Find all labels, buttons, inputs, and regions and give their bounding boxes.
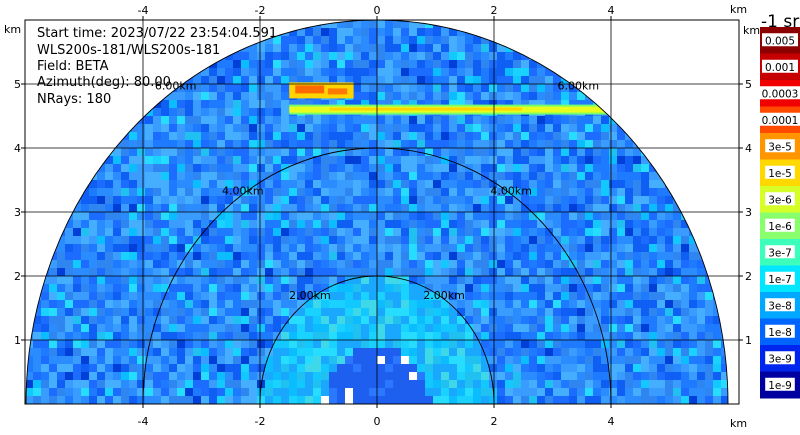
- x-tick-label: 2: [491, 415, 498, 428]
- range-ring-label: 4.00km: [222, 184, 264, 197]
- range-ring: [142, 147, 612, 404]
- y-unit-label-right: km: [743, 24, 760, 37]
- x-tick-label: 0: [374, 415, 381, 428]
- y-tick-label-left: 1: [14, 334, 21, 347]
- x-tick-label: -2: [255, 4, 266, 17]
- start-time-text: Start time: 2023/07/22 23:54:04.591: [37, 26, 278, 41]
- azimuth-text: Azimuth(deg): 80.00: [37, 75, 171, 90]
- y-tick-label-left: 5: [14, 78, 21, 91]
- range-rings: 2.00km 2.00km 4.00km 4.00km 6.00km 6.00km: [25, 20, 729, 404]
- y-tick-label-right: 1: [745, 334, 752, 347]
- range-ring-label: 2.00km: [289, 289, 331, 302]
- backscatter-cells: [26, 20, 728, 404]
- range-ring: [25, 20, 729, 404]
- range-ring-label: 4.00km: [490, 184, 532, 197]
- instrument-text: WLS200s-181/WLS200s-181: [37, 43, 221, 58]
- x-tick-label: 4: [608, 4, 615, 17]
- y-tick-label-left: 4: [14, 142, 21, 155]
- range-ring: [259, 275, 495, 404]
- x-tick-label: -2: [255, 415, 266, 428]
- x-tick-label: 0: [374, 4, 381, 17]
- x-unit-label-bottom: km: [730, 417, 747, 430]
- y-tick-label-right: 5: [745, 78, 752, 91]
- x-tick-label: -4: [138, 415, 149, 428]
- x-tick-label: -4: [138, 4, 149, 17]
- y-tick-label-right: 3: [745, 206, 752, 219]
- y-tick-label-left: 3: [14, 206, 21, 219]
- axis-ticks: -4 -4 -2 -2 0 0 2 2 4 4 1 1 2 2 3 3 4 4 5 5 km km km km: [4, 3, 760, 430]
- x-tick-label: 4: [608, 415, 615, 428]
- y-tick-label-left: 2: [14, 270, 21, 283]
- range-ring-label: 6.00km: [155, 79, 197, 92]
- nrays-text: NRays: 180: [37, 92, 112, 107]
- range-ring-label: 6.00km: [558, 79, 600, 92]
- x-tick-label: 2: [491, 4, 498, 17]
- field-text: Field: BETA: [37, 59, 109, 74]
- x-unit-label-top: km: [730, 3, 747, 16]
- range-ring-label: 2.00km: [423, 289, 465, 302]
- y-tick-label-right: 4: [745, 142, 752, 155]
- y-unit-label-left: km: [4, 23, 21, 36]
- y-tick-label-right: 2: [745, 270, 752, 283]
